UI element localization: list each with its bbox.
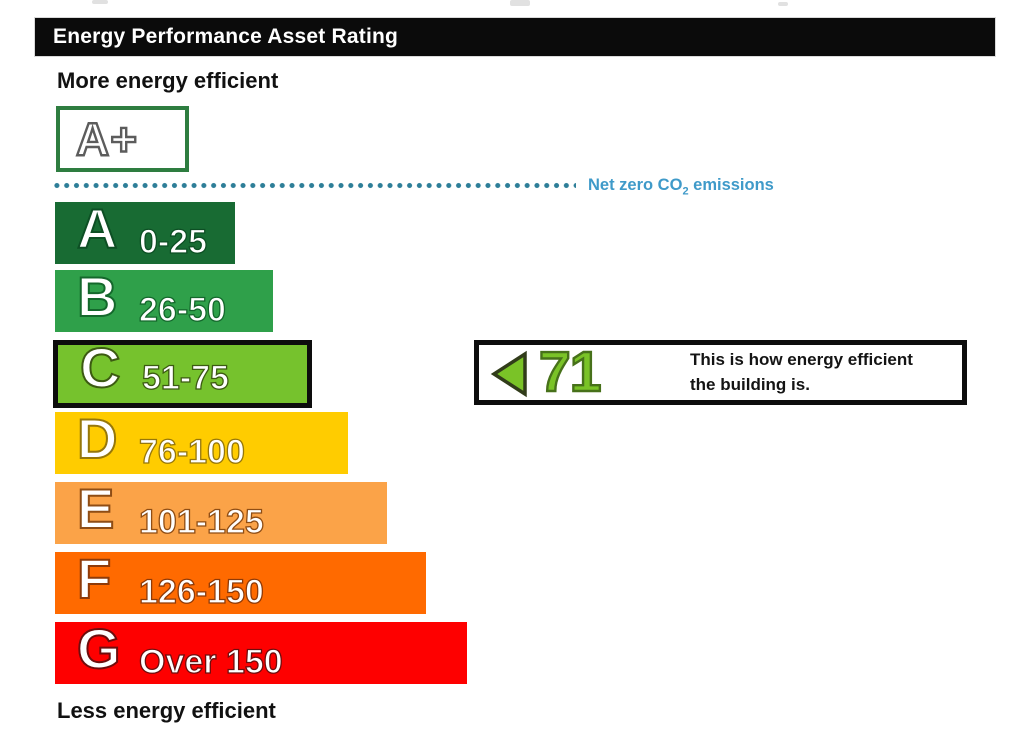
band-d-range: 76-100 xyxy=(138,432,245,471)
band-d-letter: D xyxy=(76,407,118,471)
cropped-text-artifact xyxy=(778,2,788,6)
band-e-range: 101-125 xyxy=(138,502,264,541)
band-a-letter: A xyxy=(76,197,118,261)
rating-note-line1: This is how energy efficient xyxy=(690,350,913,370)
band-g-range: Over 150 xyxy=(138,642,283,681)
rating-note-line2: the building is. xyxy=(690,374,810,394)
chart-title-bar: Energy Performance Asset Rating xyxy=(35,18,995,56)
less-efficient-label: Less energy efficient xyxy=(57,698,276,723)
current-rating-box: 71 This is how energy efficient the buil… xyxy=(474,340,967,405)
band-b-letter: B xyxy=(76,265,118,329)
band-d: D 76-100 xyxy=(55,407,348,474)
band-b: B 26-50 xyxy=(55,265,273,332)
band-f: F 126-150 xyxy=(55,547,426,614)
cropped-text-artifact xyxy=(510,0,530,6)
net-zero-label: Net zero CO2 emissions xyxy=(588,176,774,198)
band-c-range: 51-75 xyxy=(141,358,229,397)
co2-subscript: 2 xyxy=(682,185,689,198)
rating-note: This is how energy efficient the buildin… xyxy=(690,348,946,396)
band-e: E 101-125 xyxy=(55,477,387,544)
band-f-range: 126-150 xyxy=(138,572,264,611)
band-b-range: 26-50 xyxy=(138,290,226,329)
band-a-plus-letter: A+ xyxy=(75,113,139,165)
cropped-text-artifact xyxy=(92,0,108,4)
band-g: G Over 150 xyxy=(55,617,467,684)
more-efficient-label: More energy efficient xyxy=(57,68,279,93)
band-a-plus: A+ xyxy=(56,106,189,172)
net-zero-dotted-line xyxy=(52,181,576,190)
band-e-letter: E xyxy=(76,477,115,541)
band-c-selected: C 51-75 xyxy=(53,336,312,408)
band-c-letter: C xyxy=(79,336,121,400)
band-f-letter: F xyxy=(76,547,112,611)
chart-title: Energy Performance Asset Rating xyxy=(53,25,399,48)
band-a-range: 0-25 xyxy=(138,222,208,261)
left-arrow-icon xyxy=(490,350,527,397)
band-g-letter: G xyxy=(76,617,122,681)
rating-value: 71 xyxy=(538,340,603,404)
band-a: A 0-25 xyxy=(55,197,235,264)
